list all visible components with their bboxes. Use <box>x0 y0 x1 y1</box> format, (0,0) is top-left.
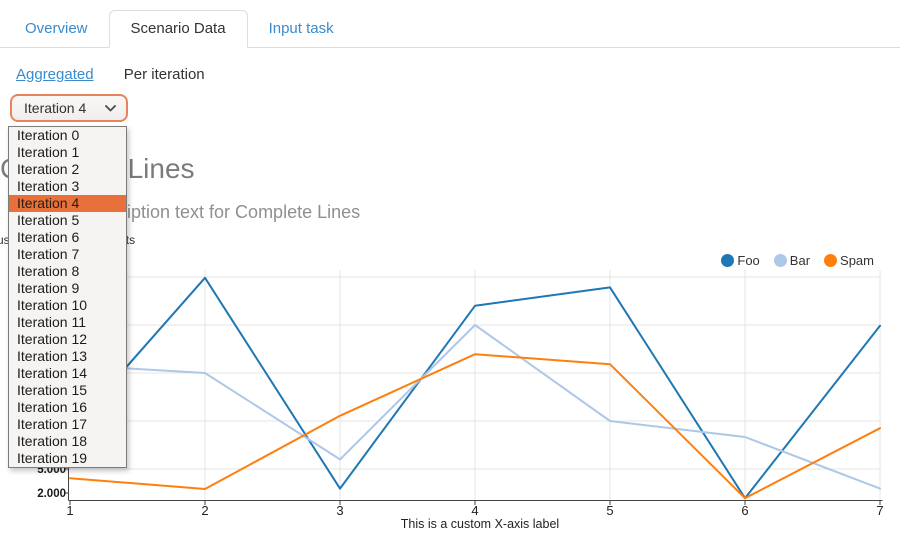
legend-marker-icon <box>773 254 787 267</box>
iteration-option-3[interactable]: Iteration 3 <box>17 178 80 194</box>
iteration-option-13[interactable]: Iteration 13 <box>17 348 88 364</box>
iteration-option-0[interactable]: Iteration 0 <box>17 127 80 143</box>
iteration-option-8[interactable]: Iteration 8 <box>17 263 80 279</box>
iteration-option-15[interactable]: Iteration 15 <box>17 382 88 398</box>
iteration-option-9[interactable]: Iteration 9 <box>17 280 80 296</box>
tab-overview[interactable]: Overview <box>25 20 88 37</box>
x-tick-label: 2 <box>201 503 208 518</box>
y-tick-label: 2.000 <box>37 488 66 500</box>
x-tick-label: 3 <box>336 503 343 518</box>
iteration-option-10[interactable]: Iteration 10 <box>17 297 88 313</box>
x-tick-label: 6 <box>741 503 748 518</box>
x-tick-label: 1 <box>66 503 73 518</box>
legend-item-bar[interactable]: Bar <box>773 253 811 268</box>
iteration-option-7[interactable]: Iteration 7 <box>17 246 80 262</box>
chevron-down-icon <box>105 104 116 111</box>
legend-item-foo[interactable]: Foo <box>721 253 760 268</box>
chart-description: Description text for Complete Lines <box>80 202 361 222</box>
legend-marker-icon <box>824 254 838 267</box>
x-tick-label: 4 <box>471 503 478 518</box>
tab-bar: Overview Scenario Data Input task <box>0 10 900 48</box>
per-iteration-label[interactable]: Per iteration <box>123 66 205 83</box>
series-line-spam[interactable] <box>69 353 881 500</box>
iteration-option-11[interactable]: Iteration 11 <box>17 314 87 330</box>
iteration-option-4[interactable]: Iteration 4 <box>9 195 126 212</box>
legend-label: Spam <box>840 253 874 268</box>
legend-item-spam[interactable]: Spam <box>824 253 874 268</box>
x-tick-label: 7 <box>876 503 883 518</box>
legend-marker-icon <box>721 254 735 267</box>
iteration-option-14[interactable]: Iteration 14 <box>17 365 88 381</box>
iteration-option-16[interactable]: Iteration 16 <box>17 399 88 415</box>
iteration-option-5[interactable]: Iteration 5 <box>17 212 80 228</box>
iteration-dropdown-list: Iteration 0 Iteration 1 Iteration 2 Iterati… <box>8 126 127 468</box>
series-line-bar[interactable] <box>69 324 881 490</box>
x-tick-label: 5 <box>606 503 613 518</box>
iteration-option-17[interactable]: Iteration 17 <box>17 416 88 432</box>
tab-scenario-data[interactable]: Scenario Data <box>108 10 248 48</box>
view-mode-nav: Aggregated Per iteration <box>16 66 205 83</box>
iteration-option-1[interactable]: Iteration 1 <box>17 144 80 160</box>
iteration-select[interactable]: Iteration 4 <box>10 94 128 122</box>
iteration-option-6[interactable]: Iteration 6 <box>17 229 80 245</box>
chart-legend: Foo Bar Spam <box>721 253 874 268</box>
legend-label: Foo <box>737 253 760 268</box>
aggregated-link[interactable]: Aggregated <box>16 66 94 83</box>
iteration-option-2[interactable]: Iteration 2 <box>17 161 80 177</box>
x-axis-label: This is a custom X-axis label <box>401 517 559 531</box>
iteration-option-18[interactable]: Iteration 18 <box>17 433 88 449</box>
iteration-select-value: Iteration 4 <box>24 100 87 116</box>
legend-label: Bar <box>789 253 811 268</box>
tab-input-task[interactable]: Input task <box>268 20 334 37</box>
iteration-option-19[interactable]: Iteration 19 <box>17 450 88 466</box>
iteration-option-12[interactable]: Iteration 12 <box>17 331 88 347</box>
